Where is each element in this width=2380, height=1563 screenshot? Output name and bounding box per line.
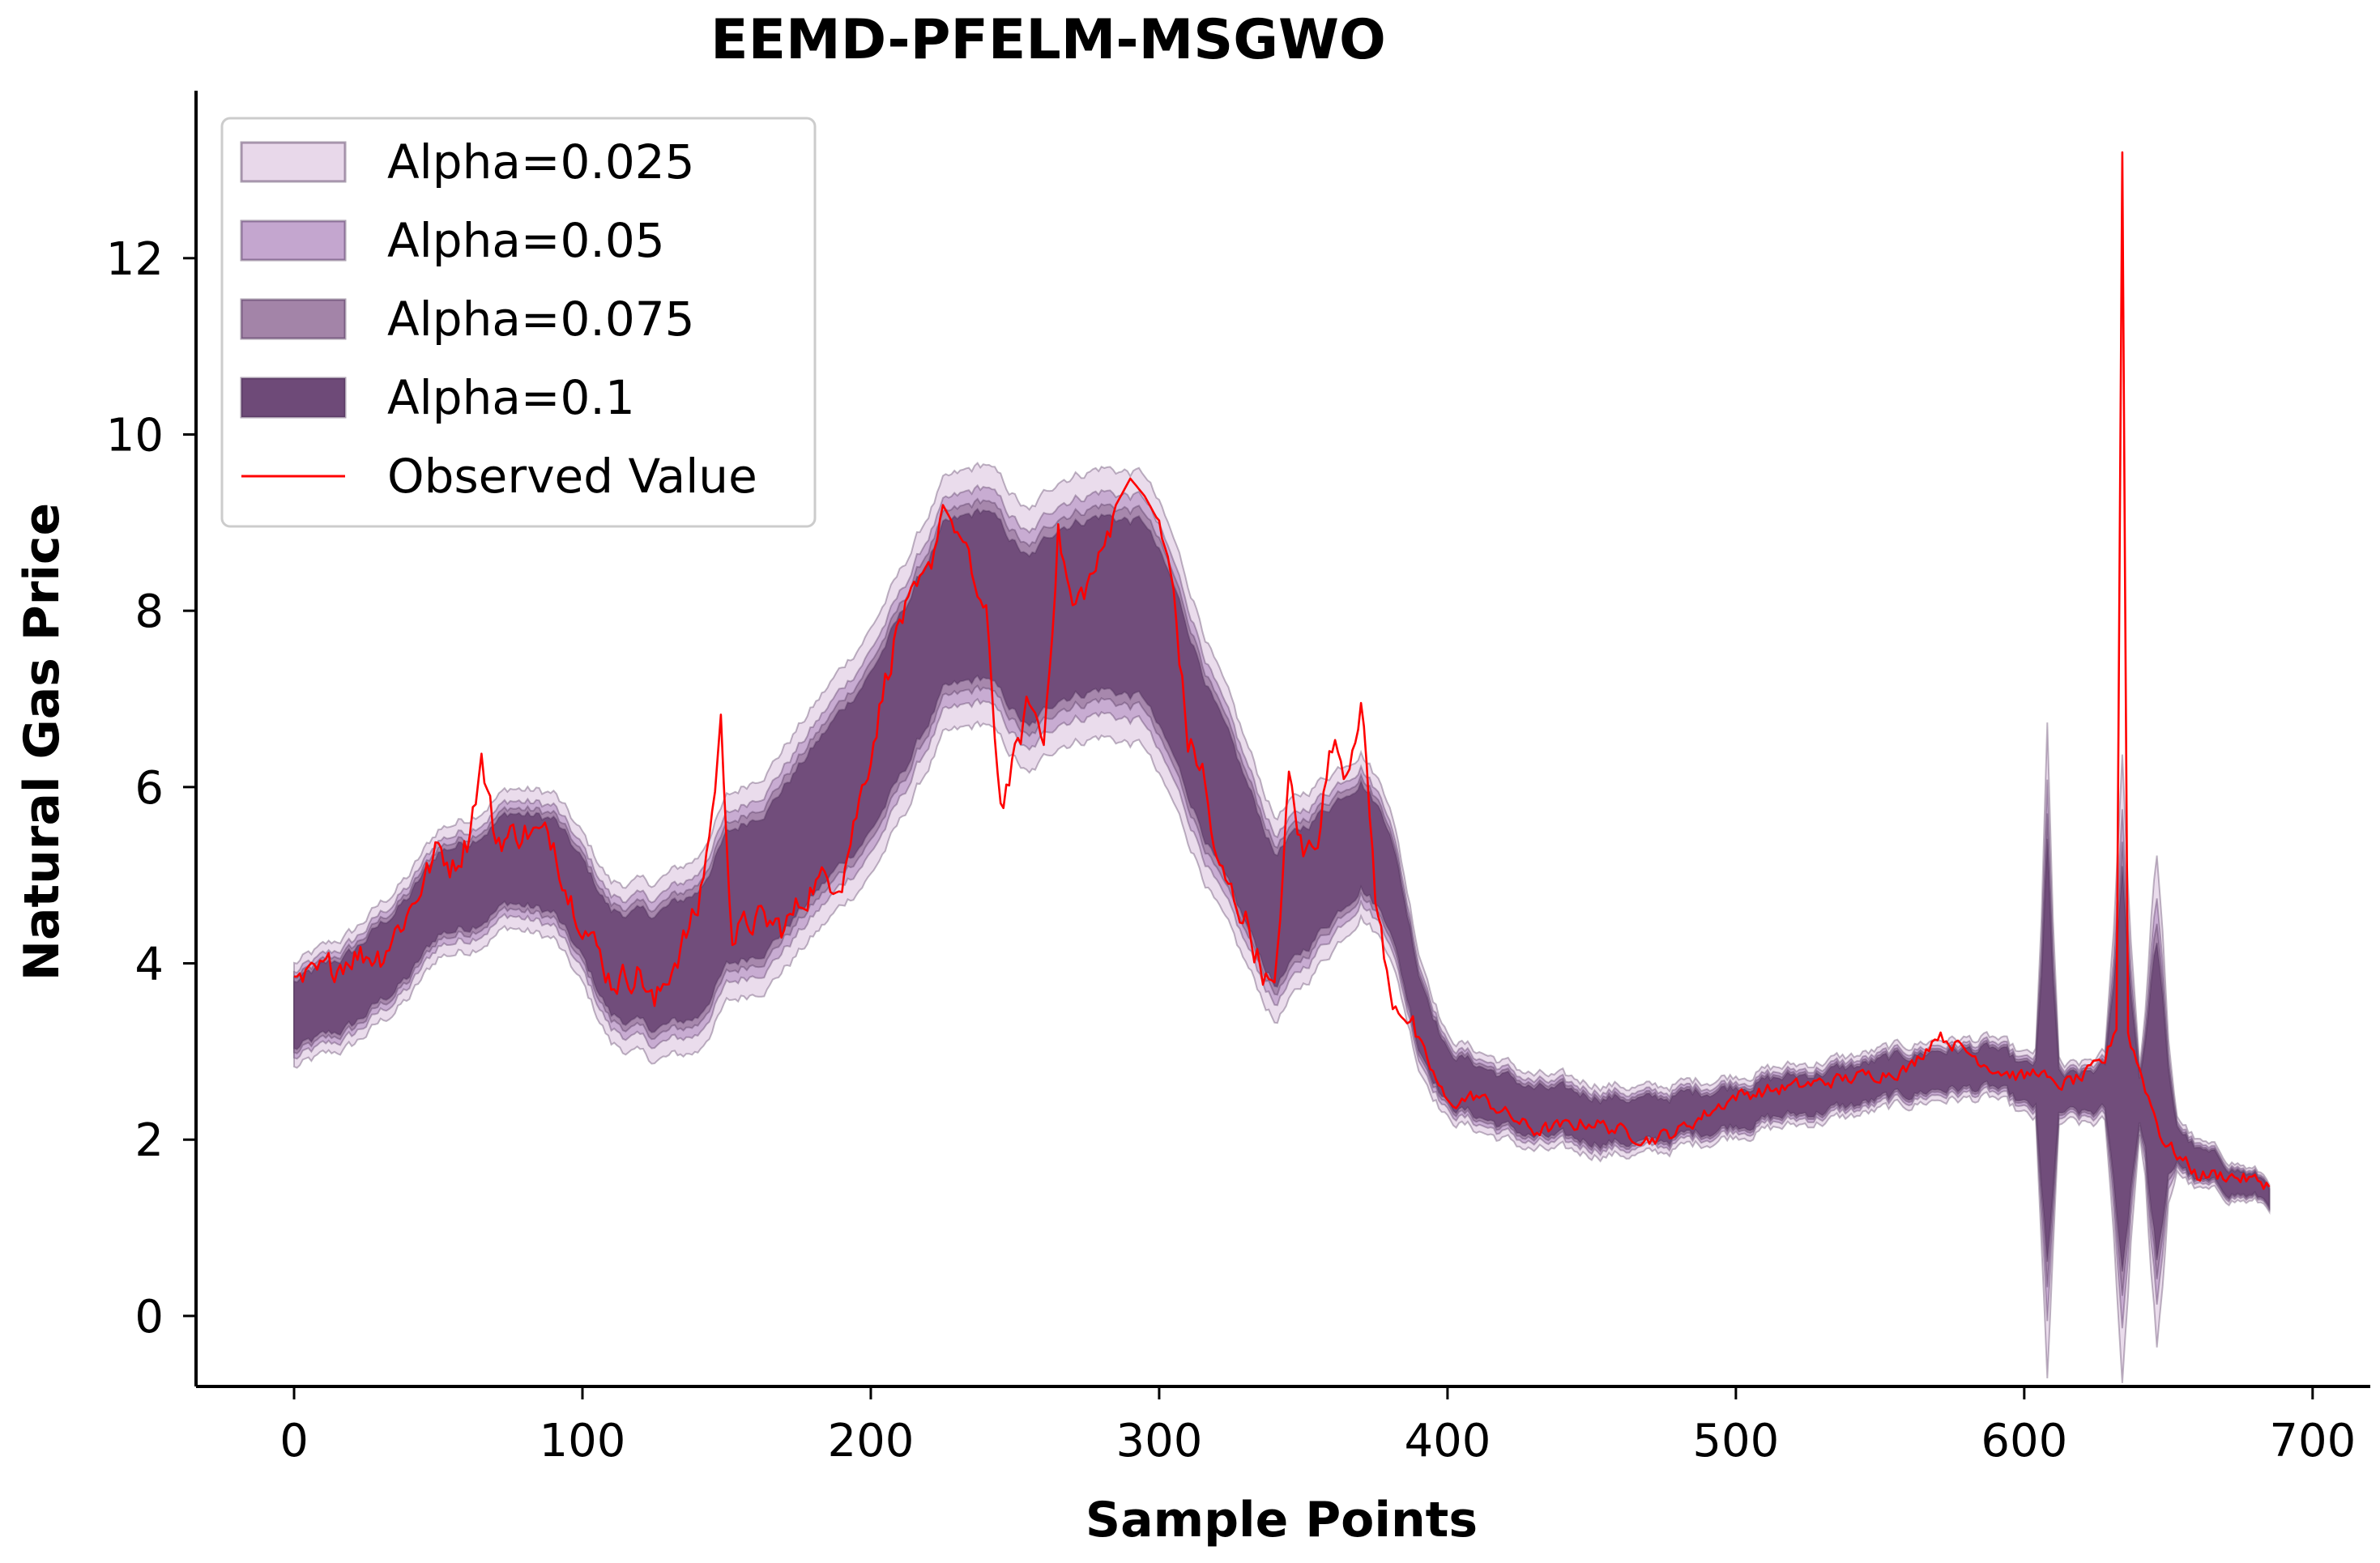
y-tick-label: 2 xyxy=(134,1114,164,1167)
legend: Alpha=0.025 Alpha=0.05 Alpha=0.075 Alpha=0.… xyxy=(220,117,817,528)
observed-series xyxy=(293,151,2271,1190)
legend-label: Alpha=0.1 xyxy=(387,370,635,425)
x-tick-label: 300 xyxy=(1115,1415,1202,1467)
legend-frame xyxy=(220,117,817,528)
legend-label: Alpha=0.05 xyxy=(387,213,665,268)
x-tick-label: 400 xyxy=(1404,1415,1491,1467)
x-tick-label: 500 xyxy=(1692,1415,1779,1467)
legend-swatch-band-alpha-0-05 xyxy=(240,219,347,262)
y-tick-label: 4 xyxy=(134,939,164,991)
x-tick-label: 700 xyxy=(2269,1415,2356,1467)
x-tick-label: 200 xyxy=(828,1415,915,1467)
y-tick-label: 8 xyxy=(134,586,164,638)
legend-swatch-band-alpha-0-1 xyxy=(240,377,347,419)
y-tick-label: 0 xyxy=(134,1291,164,1344)
y-tick-label: 6 xyxy=(134,762,164,815)
y-axis-label: Natural Gas Price xyxy=(14,503,70,981)
x-tick-label: 0 xyxy=(279,1415,309,1467)
x-axis-label: Sample Points xyxy=(1086,1492,1478,1548)
legend-label: Observed Value xyxy=(387,449,757,504)
legend-swatch-band-alpha-0-025 xyxy=(240,141,347,183)
legend-swatch-band-alpha-0-075 xyxy=(240,298,347,340)
y-tick-label: 10 xyxy=(106,409,164,462)
x-tick-label: 100 xyxy=(540,1415,626,1467)
legend-label: Alpha=0.025 xyxy=(387,134,695,190)
chart-title: EEMD-PFELM-MSGWO xyxy=(710,8,1386,72)
x-tick-label: 600 xyxy=(1981,1415,2067,1467)
legend-label: Alpha=0.075 xyxy=(387,292,695,347)
y-axis-ticks: 0 2 4 6 8 10 12 xyxy=(106,233,196,1344)
observed-value-line xyxy=(293,151,2271,1190)
x-axis-ticks: 0 100 200 300 400 500 600 700 xyxy=(279,1386,2356,1467)
y-tick-label: 12 xyxy=(106,233,164,286)
